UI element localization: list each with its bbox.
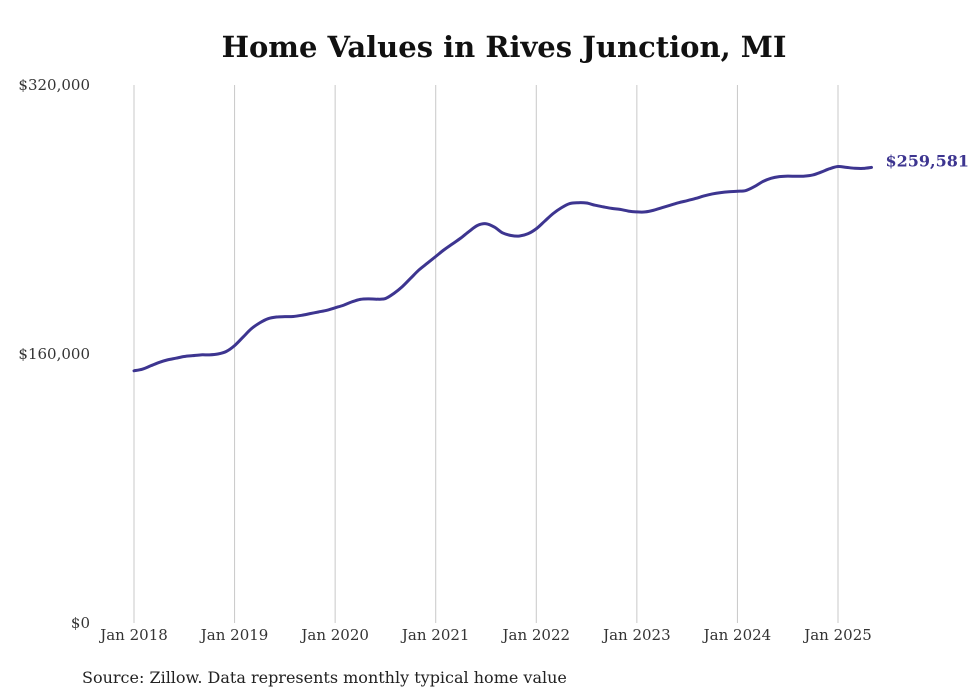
source-note: Source: Zillow. Data represents monthly … [82, 668, 567, 687]
end-label-group: $259,581 [886, 151, 970, 170]
y-tick-label: $320,000 [18, 76, 90, 94]
x-axis-ticks: Jan 2018 Jan 2019 Jan 2020 Jan 2021 Jan 2022… [98, 626, 872, 644]
x-tick-label: Jan 2019 [199, 626, 269, 644]
x-tick-label: Jan 2022 [501, 626, 571, 644]
y-tick-label: $160,000 [18, 345, 90, 363]
series-line-group [132, 165, 874, 373]
x-tick-label: Jan 2025 [802, 626, 872, 644]
chart-title: Home Values in Rives Junction, MI [221, 30, 787, 64]
y-axis-ticks: $0 $160,000 $320,000 [18, 76, 90, 632]
grid-lines [133, 85, 839, 623]
x-tick-label: Jan 2024 [702, 626, 772, 644]
x-tick-label: Jan 2021 [400, 626, 470, 644]
x-tick-label: Jan 2020 [299, 626, 369, 644]
x-tick-label: Jan 2023 [601, 626, 671, 644]
x-tick-label: Jan 2018 [98, 626, 168, 644]
y-tick-label: $0 [71, 614, 90, 632]
end-value-label: $259,581 [886, 151, 970, 170]
series-line [132, 165, 874, 373]
